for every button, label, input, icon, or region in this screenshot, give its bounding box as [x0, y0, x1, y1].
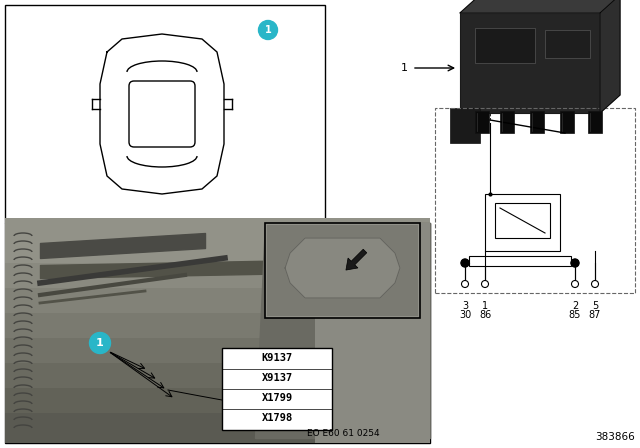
- Text: K9137: K9137: [261, 353, 292, 363]
- Polygon shape: [460, 0, 620, 13]
- Bar: [5, 388, 430, 413]
- Bar: [545, 30, 590, 58]
- Bar: [265, 223, 420, 318]
- Circle shape: [572, 259, 579, 267]
- Bar: [222, 348, 332, 430]
- Bar: [267, 225, 418, 316]
- Bar: [5, 223, 430, 443]
- Circle shape: [571, 259, 579, 267]
- Bar: [485, 194, 560, 251]
- Polygon shape: [255, 223, 430, 438]
- Bar: [5, 263, 430, 288]
- Text: 3: 3: [462, 301, 468, 311]
- Bar: [5, 218, 430, 263]
- Text: EO E60 61 0254: EO E60 61 0254: [307, 429, 380, 438]
- Bar: [560, 111, 574, 133]
- Text: 30: 30: [459, 310, 471, 320]
- Text: 85: 85: [569, 310, 581, 320]
- Text: 383866: 383866: [595, 432, 635, 442]
- Polygon shape: [600, 0, 620, 113]
- Circle shape: [572, 280, 579, 288]
- Text: 1: 1: [96, 338, 104, 348]
- Bar: [5, 5, 325, 223]
- FancyArrow shape: [346, 249, 367, 270]
- Bar: [475, 111, 489, 133]
- Text: 87: 87: [589, 310, 601, 320]
- Bar: [5, 413, 430, 443]
- Circle shape: [259, 21, 278, 39]
- Circle shape: [461, 259, 469, 267]
- Text: X1798: X1798: [261, 413, 292, 423]
- Bar: [469, 256, 571, 266]
- Bar: [495, 203, 550, 238]
- Bar: [315, 223, 430, 443]
- Text: 86: 86: [479, 310, 491, 320]
- Circle shape: [461, 280, 468, 288]
- Circle shape: [461, 259, 468, 267]
- Text: 1: 1: [401, 63, 408, 73]
- Bar: [500, 111, 514, 133]
- Bar: [5, 338, 430, 363]
- Bar: [5, 313, 430, 338]
- Polygon shape: [285, 238, 400, 298]
- Bar: [5, 363, 430, 388]
- Bar: [5, 288, 430, 313]
- Bar: [588, 111, 602, 133]
- Text: 1: 1: [264, 25, 271, 35]
- Text: 5: 5: [592, 301, 598, 311]
- Bar: [475, 28, 535, 63]
- Bar: [450, 108, 480, 143]
- Circle shape: [481, 280, 488, 288]
- Text: 2: 2: [572, 301, 578, 311]
- Text: X9137: X9137: [261, 373, 292, 383]
- Text: X1799: X1799: [261, 393, 292, 403]
- Bar: [530, 111, 544, 133]
- Bar: [460, 13, 600, 113]
- Circle shape: [90, 332, 111, 353]
- Circle shape: [591, 280, 598, 288]
- Bar: [435, 108, 635, 293]
- Text: 1: 1: [482, 301, 488, 311]
- Bar: [315, 223, 430, 443]
